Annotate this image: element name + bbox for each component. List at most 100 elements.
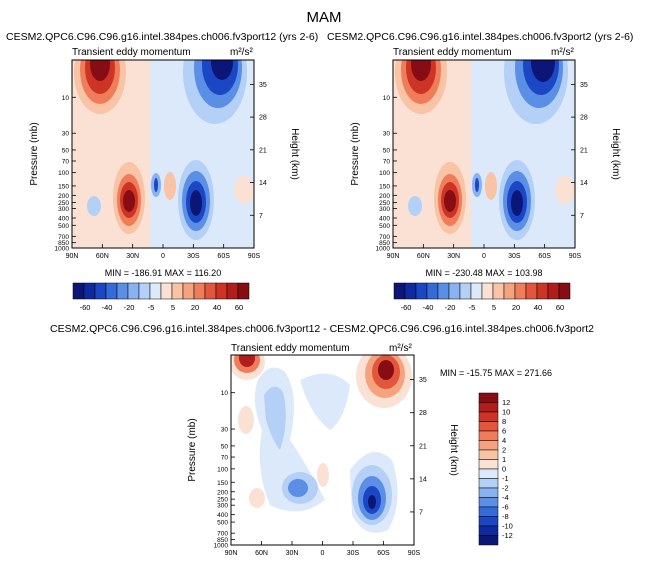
y-tick-label: 200 [217,489,228,496]
colorbar-swatch [478,402,499,413]
y-tick-label: 300 [379,206,390,213]
panel-2-sh-trop-l4 [511,190,523,216]
y-tick-label: 10 [62,95,70,102]
y-tick-label: 150 [217,480,228,487]
panel-2: CESM2.QPC6.C96.C96.g16.intel.384pes.ch00… [327,31,633,278]
x-tick-label: 0 [161,253,165,260]
height-tick-label: 28 [419,410,427,417]
y-tick-label: 700 [58,234,69,241]
colorbar-label: -8 [502,512,509,521]
colorbar-swatch [478,478,499,489]
panel-3-ylabel-right: Height (km) [448,424,459,476]
panel-2-title: CESM2.QPC6.C96.C96.g16.intel.384pes.ch00… [327,31,633,43]
x-tick-label: 60N [255,550,268,557]
y-tick-label: 300 [217,503,228,510]
y-tick-label: 200 [58,193,69,200]
colorbar-swatch [478,440,499,451]
y-tick-label: 400 [379,216,390,223]
height-tick-label: 21 [259,147,267,154]
colorbar-swatch [116,282,129,300]
y-tick-label: 850 [58,240,69,247]
x-tick-label: 30S [187,253,200,260]
colorbar-label: -40 [423,303,434,312]
panel-2-units: m²/s² [551,47,574,58]
colorbar-swatch [393,282,406,300]
panel-2-contours [393,60,575,248]
y-tick-label: 700 [379,234,390,241]
panel-3-stats: MIN = -15.75 MAX = 271.66 [440,368,552,378]
y-tick-label: 500 [217,520,228,527]
y-tick-label: 500 [379,223,390,230]
colorbar-label: 40 [534,303,542,312]
panel-2-subtitle: Transient eddy momentum [393,47,512,58]
colorbar-swatch [492,282,505,300]
y-tick-label: 50 [383,147,391,154]
panel-1-h-ticks: 35 28 21 14 7 [250,82,267,220]
colorbar-label: -20 [445,303,456,312]
colorbar-swatch [478,497,499,508]
colorbar-label: -20 [124,303,135,312]
height-tick-label: 7 [580,213,584,220]
colorbar-swatch [503,282,516,300]
y-tick-label: 150 [379,183,390,190]
panel-1-ylabel: Pressure (mb) [29,122,40,185]
colorbar-swatch [478,392,499,403]
colorbar-swatch [237,282,250,300]
x-tick-label: 0 [321,550,325,557]
colorbar-swatch [193,282,206,300]
colorbar-swatch [138,282,151,300]
y-tick-label: 150 [58,183,69,190]
colorbar-swatch [226,282,239,300]
y-tick-label: 100 [217,466,228,473]
y-tick-label: 30 [383,131,391,138]
colorbar-swatch [478,506,499,517]
colorbar-label: 4 [502,436,506,445]
y-tick-label: 850 [217,537,228,544]
y-tick-label: 500 [58,223,69,230]
y-tick-label: 70 [221,455,229,462]
y-tick-label: 30 [62,131,70,138]
panel-2-stats: MIN = -230.48 MAX = 103.98 [425,268,542,278]
colorbar-swatch [404,282,417,300]
panel-2-ylabel-right: Height (km) [610,128,621,180]
panel-2-nh-trop-l4 [444,190,456,212]
colorbar-swatch [426,282,439,300]
panel-1-sh-strat-l4 [211,60,233,80]
y-tick-label: 250 [379,200,390,207]
x-tick-label: 30S [508,253,521,260]
panel-3-nh-trop-pos [249,488,265,508]
colorbar-label: 60 [556,303,564,312]
height-tick-label: 7 [259,213,263,220]
y-tick-label: 300 [58,206,69,213]
colorbar-label: 0 [502,465,506,474]
x-tick-label: 60S [538,253,551,260]
panel-3-neg-band-l2 [264,386,286,450]
y-tick-label: 1000 [376,246,391,253]
y-tick-label: 50 [221,443,229,450]
panel-3-units: m²/s² [389,343,412,354]
height-tick-label: 14 [259,180,267,187]
panel-3-sh-neg-l5 [368,495,376,509]
colorbar-label: 12 [502,398,510,407]
height-tick-label: 21 [419,443,427,450]
colorbar-swatch [182,282,195,300]
height-tick-label: 14 [419,476,427,483]
panel-1-x-ticks: 90N 60N 30N 0 30S 60S 90S [66,244,261,260]
colorbar-label: -5 [469,303,476,312]
panel-1: CESM2.QPC6.C96.C96.g16.intel.384pes.ch00… [6,31,318,278]
colorbar-label: -1 [502,474,509,483]
panel-1-ylabel-right: Height (km) [289,128,300,180]
colorbar-label: 8 [502,417,506,426]
panel-3-x-ticks: 90N 60N 30N 0 30S 60S 90S [225,541,421,557]
y-tick-label: 200 [379,193,390,200]
colorbar-swatch [204,282,217,300]
colorbar-label: -6 [502,503,509,512]
x-tick-label: 0 [482,253,486,260]
colorbar-label: -60 [401,303,412,312]
x-tick-label: 90S [569,253,582,260]
colorbar-swatch [536,282,549,300]
y-tick-label: 70 [62,158,70,165]
colorbar-label: -4 [502,493,509,502]
